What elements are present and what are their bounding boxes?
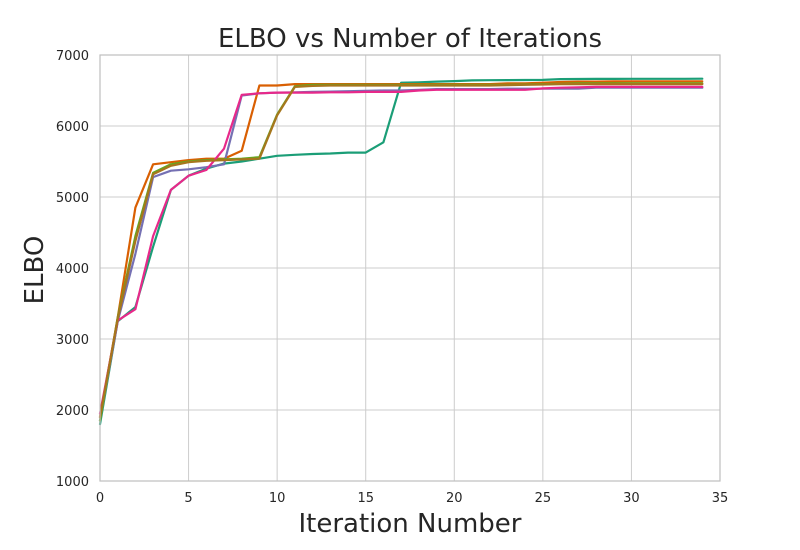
series-line-2 <box>98 80 704 419</box>
x-tick-label: 5 <box>184 491 192 506</box>
x-axis-label: Iteration Number <box>299 509 522 539</box>
x-tick-label: 25 <box>535 491 552 506</box>
series-line-4 <box>98 82 704 422</box>
y-tick-label: 1000 <box>56 475 89 490</box>
y-tick-label: 6000 <box>56 120 89 135</box>
x-tick-label: 20 <box>446 491 463 506</box>
x-tick-label: 15 <box>357 491 374 506</box>
y-tick-labels: 1000 2000 3000 4000 5000 6000 7000 <box>56 49 89 490</box>
y-tick-label: 4000 <box>56 262 89 277</box>
series-line-3 <box>98 86 704 422</box>
x-tick-label: 10 <box>269 491 286 506</box>
series-lines <box>98 77 704 426</box>
y-tick-label: 5000 <box>56 191 89 206</box>
x-tick-label: 0 <box>96 491 104 506</box>
series-line-6 <box>98 82 704 419</box>
chart-title: ELBO vs Number of Iterations <box>218 24 602 54</box>
x-tick-label: 35 <box>712 491 729 506</box>
y-axis-label: ELBO <box>20 236 50 305</box>
grid <box>99 54 721 482</box>
plot-frame <box>99 54 721 482</box>
y-tick-label: 7000 <box>56 49 89 64</box>
series-line-1 <box>98 77 704 426</box>
x-tick-labels: 0 5 10 15 20 25 30 35 <box>96 491 728 506</box>
y-tick-label: 3000 <box>56 333 89 348</box>
y-tick-label: 2000 <box>56 404 89 419</box>
x-tick-label: 30 <box>623 491 640 506</box>
series-line-5 <box>98 85 704 415</box>
